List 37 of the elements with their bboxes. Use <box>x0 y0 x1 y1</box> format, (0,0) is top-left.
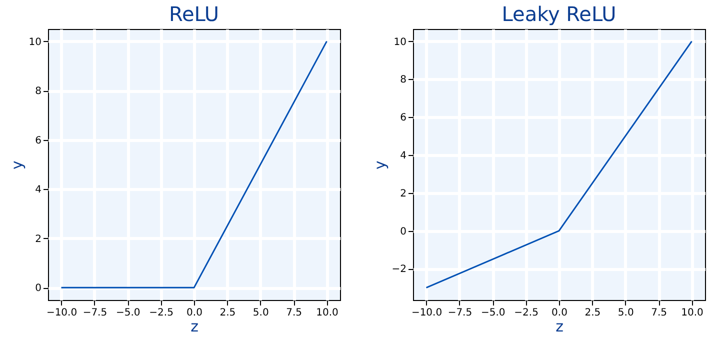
y-tick-label: 10 <box>28 36 42 48</box>
chart-title: Leaky ReLU <box>502 2 616 26</box>
x-tick-label: −7.5 <box>82 308 108 318</box>
x-tick-label: 7.5 <box>651 308 667 318</box>
y-tick-label: 6 <box>35 135 42 146</box>
x-tick-label: −10.0 <box>411 308 442 318</box>
x-tick-label: −10.0 <box>46 308 78 318</box>
x-tick-label: 5.0 <box>618 308 634 318</box>
y-axis-title: y <box>8 160 26 170</box>
y-tick-label: 8 <box>400 74 406 86</box>
y-tick-label: 2 <box>400 188 406 200</box>
y-tick-label: 6 <box>400 112 406 124</box>
x-tick-label: 10.0 <box>316 308 338 318</box>
x-tick-label: 5.0 <box>252 308 269 318</box>
x-tick-label: 0.0 <box>186 308 202 318</box>
y-tick-label: 0 <box>400 226 406 238</box>
y-tick-label: −2 <box>392 264 406 276</box>
x-tick-label: −2.5 <box>514 308 538 318</box>
x-tick-label: 7.5 <box>286 308 302 318</box>
x-axis-title: z <box>556 318 564 336</box>
x-tick-label: 0.0 <box>552 308 568 318</box>
x-tick-label: 2.5 <box>584 308 601 318</box>
y-tick-label: 0 <box>35 283 42 294</box>
x-tick-label: 2.5 <box>220 308 236 318</box>
x-tick-label: −5.0 <box>116 308 140 318</box>
x-tick-label: −7.5 <box>448 308 472 318</box>
y-tick-label: 2 <box>35 234 42 245</box>
chart-title: ReLU <box>168 2 220 26</box>
y-tick-label: 10 <box>394 36 406 48</box>
y-tick-label: 8 <box>35 86 42 98</box>
y-tick-label: 4 <box>35 184 42 196</box>
x-axis-title: z <box>190 318 199 336</box>
y-axis-title: y <box>370 160 389 170</box>
x-tick-label: 10.0 <box>681 308 704 318</box>
x-tick-label: −5.0 <box>480 308 506 318</box>
y-tick-label: 4 <box>400 150 406 162</box>
x-tick-label: −2.5 <box>149 308 174 318</box>
